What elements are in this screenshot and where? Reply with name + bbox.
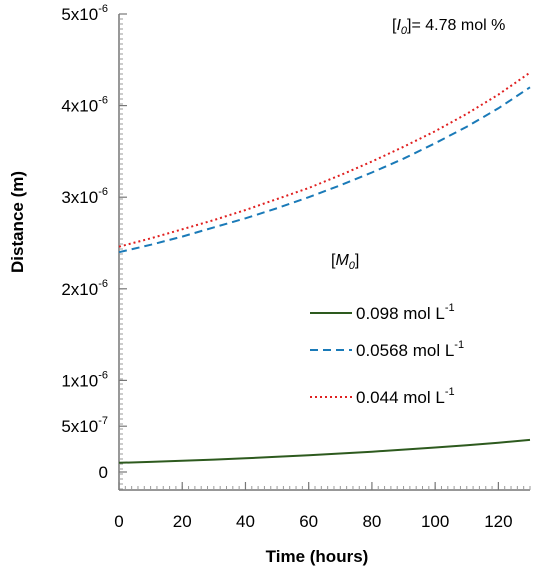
legend: [M0] 0.098 mol L-1 0.0568 mol L-1 0.044 mo… <box>310 252 464 407</box>
x-tick-label: 120 <box>484 512 512 531</box>
legend-title: [M0] <box>331 252 359 272</box>
legend-label: 0.098 mol L-1 <box>356 302 455 323</box>
x-ticks: 0 20 40 60 80 100 120 <box>114 482 513 531</box>
x-tick-label: 40 <box>236 512 255 531</box>
series-line <box>118 86 531 254</box>
x-axis-title: Time (hours) <box>266 547 369 566</box>
x-tick-label: 100 <box>421 512 449 531</box>
y-tick-label: 5x10-7 <box>61 415 108 436</box>
y-tick-label: 2x10-6 <box>61 278 108 299</box>
y-tick-label: 4x10-6 <box>61 95 108 116</box>
x-tick-label: 0 <box>114 512 123 531</box>
y-tick-label: 1x10-6 <box>61 369 108 390</box>
x-tick-label: 20 <box>173 512 192 531</box>
legend-items: 0.098 mol L-1 0.0568 mol L-1 0.044 mol L-1 <box>310 302 464 407</box>
y-axis-title: Distance (m) <box>8 171 27 273</box>
series-line <box>118 438 531 464</box>
legend-label: 0.0568 mol L-1 <box>356 339 464 360</box>
minor-ticks <box>118 13 531 490</box>
y-tick-label: 0 <box>99 463 108 482</box>
annotation-initiator: [I0]= 4.78 mol % <box>392 17 505 37</box>
legend-label: 0.044 mol L-1 <box>356 386 455 407</box>
y-ticks: 0 5x10-7 1x10-6 2x10-6 3x10-6 4x10-6 5x10-6 <box>61 3 127 482</box>
x-tick-label: 60 <box>299 512 318 531</box>
y-tick-label: 5x10-6 <box>61 3 108 24</box>
y-tick-label: 3x10-6 <box>61 186 108 207</box>
axes: 0 5x10-7 1x10-6 2x10-6 3x10-6 4x10-6 5x10-6 0 2… <box>61 3 531 531</box>
series-line <box>118 71 531 248</box>
x-tick-label: 80 <box>362 512 381 531</box>
series-layer <box>118 71 531 464</box>
